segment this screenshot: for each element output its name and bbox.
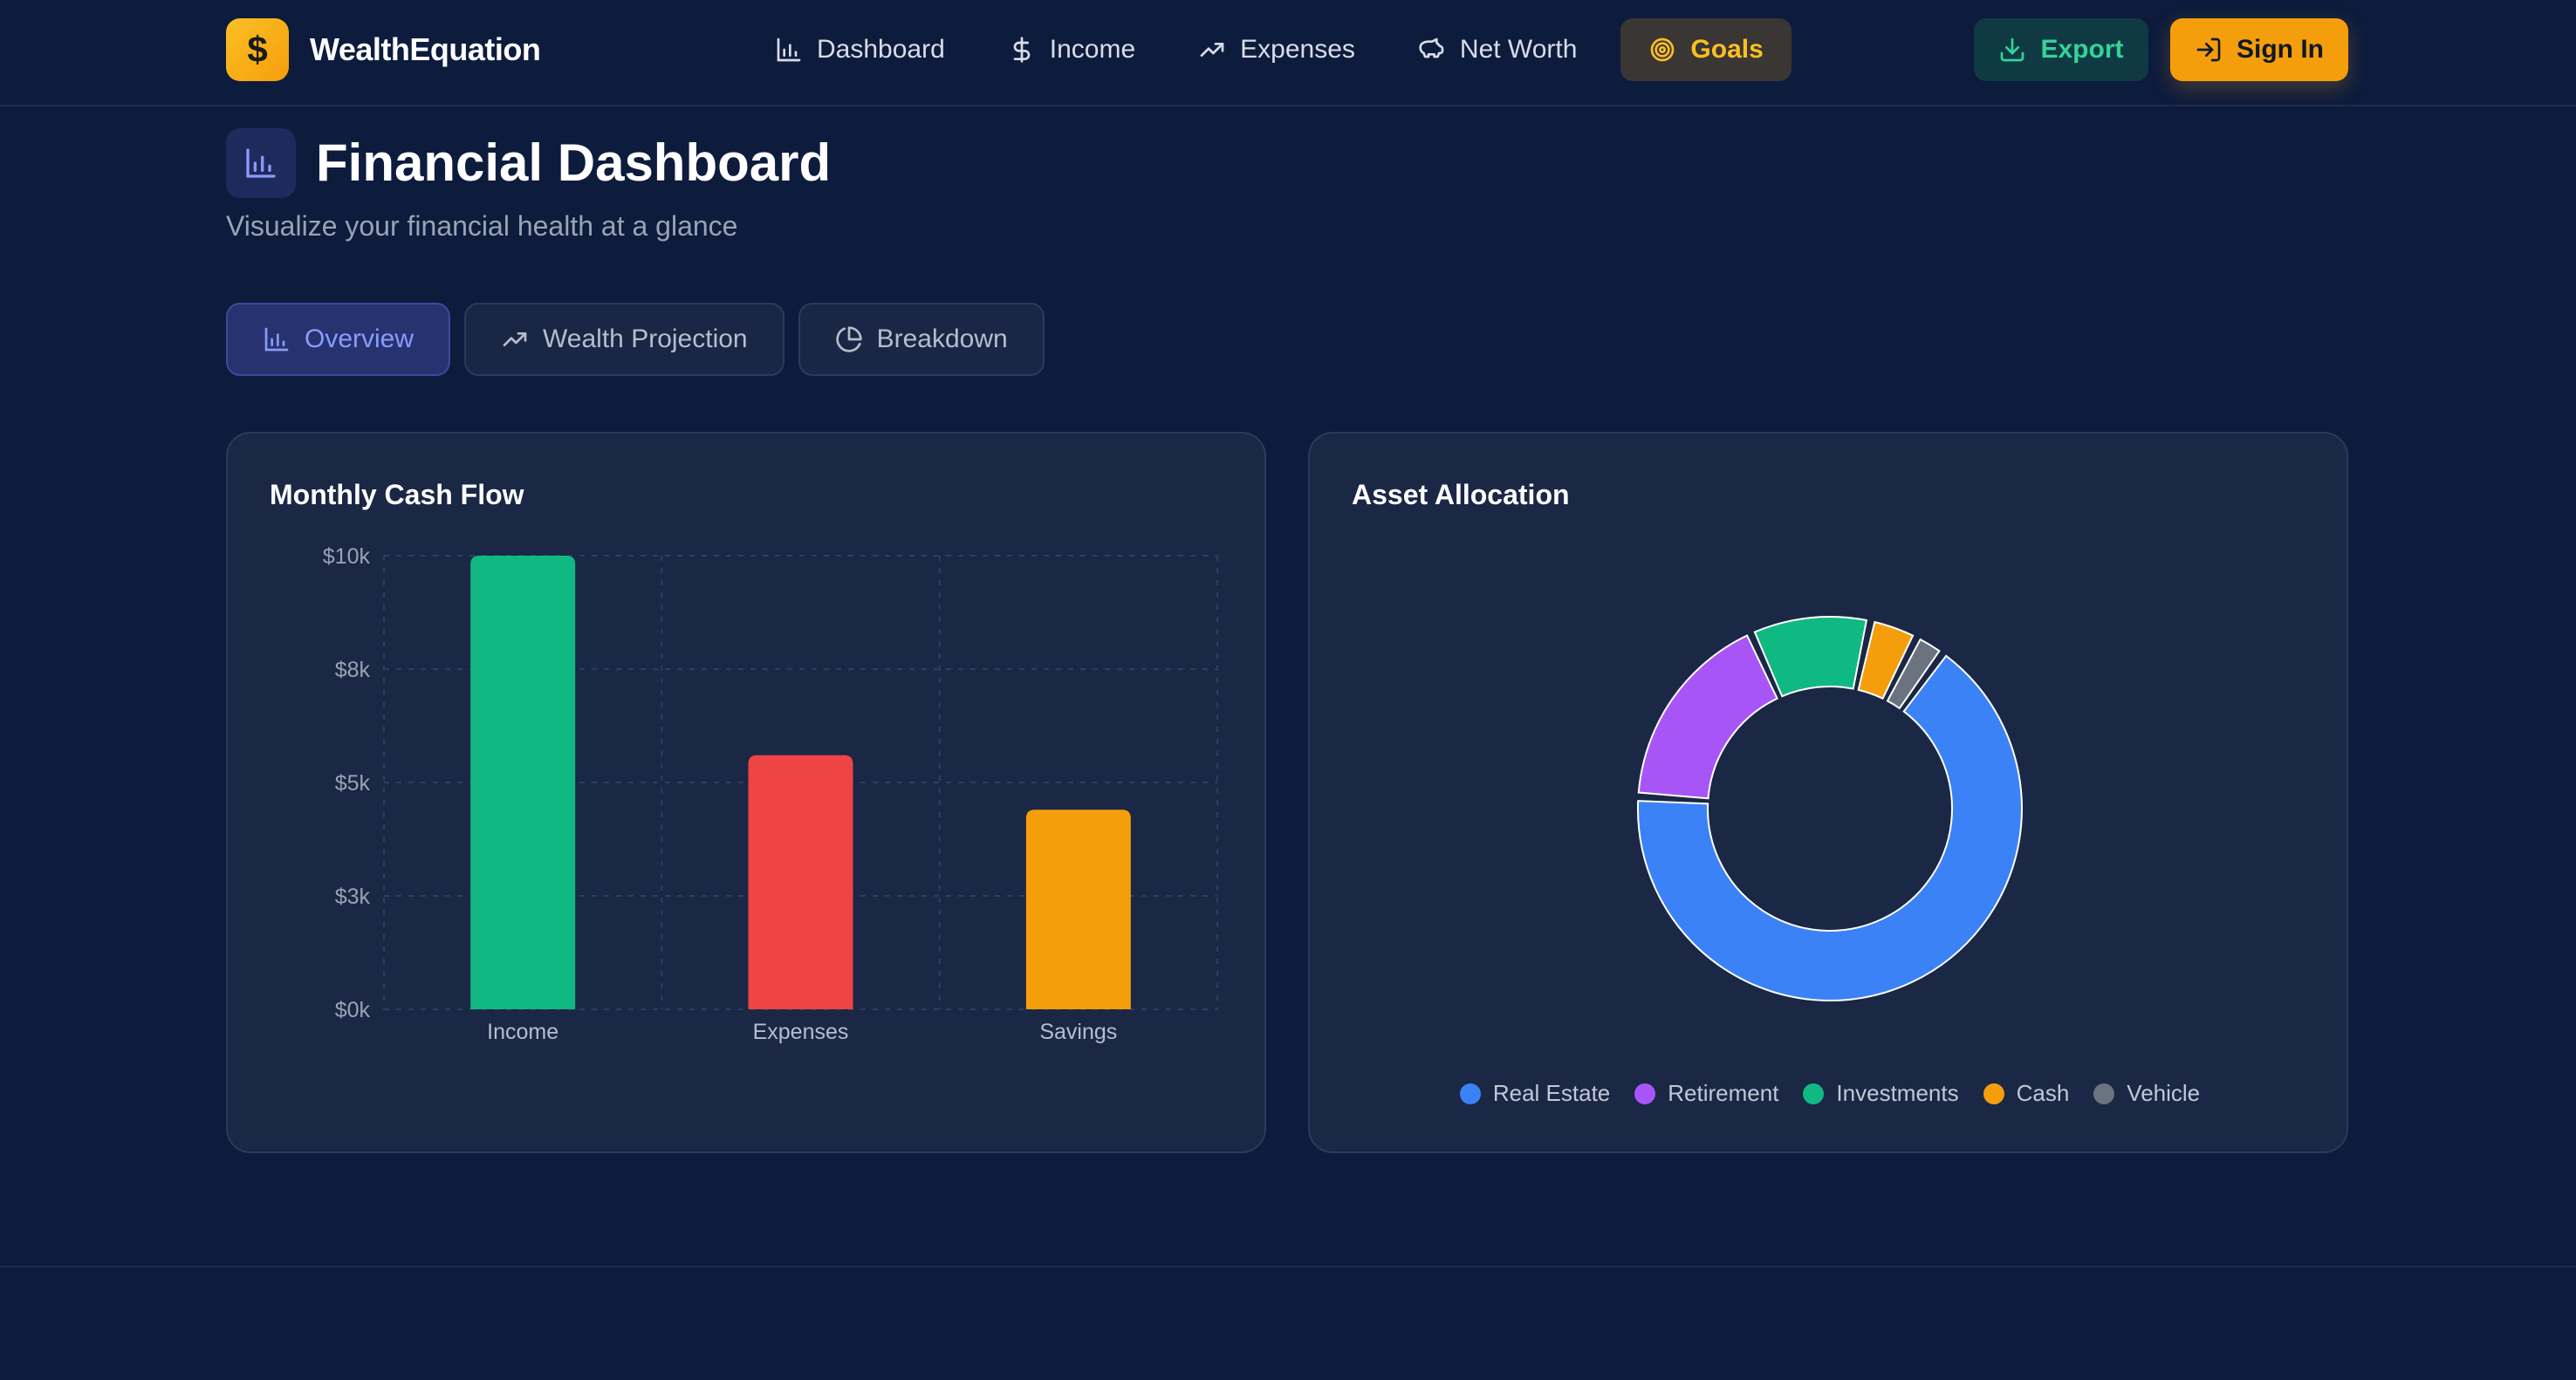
- legend-swatch: [1803, 1083, 1825, 1104]
- slice-vehicle: [1886, 638, 1941, 710]
- legend-swatch: [1634, 1083, 1656, 1104]
- legend-label: Retirement: [1668, 1080, 1779, 1106]
- brand-name: WealthEquation: [310, 31, 541, 67]
- slice-retirement: [1637, 634, 1778, 800]
- tab-breakdown[interactable]: Breakdown: [798, 303, 1045, 376]
- y-tick-label: $5k: [335, 771, 371, 796]
- nav-item-net-worth[interactable]: Net Worth: [1399, 18, 1597, 81]
- chart-legend: Real Estate Retirement Investments Cash Vehi…: [1310, 1080, 2350, 1107]
- y-tick-label: $3k: [335, 885, 371, 909]
- nav-item-label: Income: [1049, 35, 1136, 64]
- nav-item-label: Expenses: [1240, 35, 1355, 64]
- tab-label: Breakdown: [876, 325, 1008, 353]
- nav-item-label: Goals: [1690, 35, 1764, 64]
- dollar-icon: [1013, 37, 1031, 63]
- brand[interactable]: $ WealthEquation: [226, 18, 541, 81]
- tab-overview[interactable]: Overview: [226, 303, 451, 376]
- pie-chart-icon: [835, 326, 862, 352]
- tab-label: Overview: [305, 325, 414, 353]
- bar-chart-icon: [264, 327, 289, 352]
- legend-label: Vehicle: [2127, 1080, 2201, 1106]
- top-navigation-bar: $ WealthEquation Dashboard Income Expens…: [0, 0, 2576, 106]
- nav-item-label: Net Worth: [1459, 35, 1578, 64]
- slice-cash: [1857, 620, 1915, 700]
- dollar-icon: $: [226, 18, 289, 81]
- asset-allocation-donut-chart: [1637, 616, 2023, 1001]
- nav-item-label: Dashboard: [817, 35, 945, 64]
- dashboard-tabs: Overview Wealth Projection Breakdown: [226, 303, 1058, 376]
- legend-swatch: [2093, 1083, 2115, 1104]
- x-tick-label: Income: [487, 1020, 558, 1044]
- page-title: Financial Dashboard: [316, 133, 832, 192]
- cash-flow-card: Monthly Cash Flow $0k $3k $5k $8k $10k Income…: [226, 432, 1266, 1153]
- cash-flow-bar-chart: $0k $3k $5k $8k $10k Income Expenses Savings: [323, 544, 1218, 1044]
- nav-item-expenses[interactable]: Expenses: [1179, 18, 1374, 81]
- download-icon: [2001, 38, 2024, 62]
- log-in-icon: [2196, 38, 2221, 62]
- legend-swatch: [1459, 1083, 1481, 1104]
- slice-real-estate: [1637, 654, 2023, 1001]
- main-nav: Dashboard Income Expenses Net Worth Goal…: [756, 18, 1816, 81]
- legend-item[interactable]: Real Estate: [1459, 1080, 1611, 1107]
- export-button[interactable]: Export: [1974, 18, 2148, 81]
- bar-chart-icon: [777, 38, 801, 62]
- trending-up-icon: [503, 332, 527, 346]
- tab-label: Wealth Projection: [543, 325, 748, 353]
- bar-expenses: [748, 755, 853, 1009]
- page-subtitle: Visualize your financial health at a gla…: [226, 210, 738, 242]
- piggy-bank-icon: [1419, 38, 1444, 58]
- legend-item[interactable]: Vehicle: [2093, 1080, 2200, 1107]
- legend-swatch: [1983, 1083, 2004, 1104]
- legend-label: Cash: [2016, 1080, 2070, 1106]
- y-tick-label: $10k: [323, 544, 371, 569]
- asset-allocation-card: Asset Allocation Real Estate Retirement In…: [1308, 432, 2348, 1153]
- nav-item-dashboard[interactable]: Dashboard: [756, 18, 964, 81]
- x-tick-label: Expenses: [753, 1020, 849, 1044]
- y-tick-label: $8k: [335, 658, 371, 682]
- legend-label: Investments: [1836, 1080, 1959, 1106]
- legend-item[interactable]: Cash: [1983, 1080, 2070, 1107]
- x-tick-label: Savings: [1039, 1020, 1117, 1044]
- sign-in-button-label: Sign In: [2237, 35, 2324, 64]
- cash-flow-title: Monthly Cash Flow: [270, 479, 524, 510]
- bar-income: [470, 556, 576, 1009]
- export-button-label: Export: [2040, 35, 2124, 64]
- bar-chart-icon: [226, 128, 296, 198]
- trending-up-icon: [1200, 42, 1224, 57]
- asset-allocation-title: Asset Allocation: [1352, 479, 1570, 510]
- target-icon: [1651, 38, 1675, 62]
- footer-divider: [0, 1266, 2576, 1267]
- legend-label: Real Estate: [1492, 1080, 1611, 1106]
- nav-item-goals[interactable]: Goals: [1620, 18, 1792, 81]
- y-tick-label: $0k: [335, 998, 371, 1022]
- sign-in-button[interactable]: Sign In: [2170, 18, 2348, 81]
- tab-wealth-projection[interactable]: Wealth Projection: [464, 303, 784, 376]
- slice-investments: [1753, 616, 1868, 698]
- nav-item-income[interactable]: Income: [989, 18, 1154, 81]
- bar-savings: [1025, 810, 1131, 1009]
- legend-item[interactable]: Investments: [1803, 1080, 1959, 1107]
- legend-item[interactable]: Retirement: [1634, 1080, 1778, 1107]
